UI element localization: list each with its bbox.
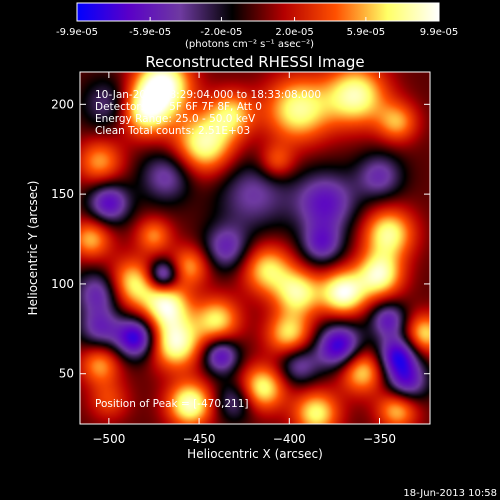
colorbar-tick-label: 2.0e-05 (275, 27, 313, 38)
y-tick-label: 150 (51, 187, 74, 201)
x-tick-label: −350 (363, 432, 396, 446)
colorbar-tick-label: -5.9e-05 (129, 27, 171, 38)
x-tick-label: −500 (92, 432, 125, 446)
colorbar-ticks: -9.9e-05 -5.9e-05 -2.0e-05 2.0e-05 5.9e-05 9.… (56, 17, 458, 38)
footer-date: 18-Jun-2013 10:58 (403, 488, 497, 499)
x-tick-label: −400 (273, 432, 306, 446)
x-axis-label: Heliocentric X (arcsec) (187, 447, 323, 461)
y-axis-label: Heliocentric Y (arcsec) (26, 181, 40, 316)
y-axis-ticks: 50 100 150 200 (51, 97, 430, 381)
colorbar-tick-label: -9.9e-05 (56, 27, 98, 38)
annotation-time-range: 10-Jan-2004 18:29:04.000 to 18:33:08.000 (95, 89, 321, 101)
y-tick-label: 100 (51, 277, 74, 291)
colorbar-tick-label: 5.9e-05 (347, 27, 385, 38)
y-tick-label: 50 (59, 367, 74, 381)
x-tick-label: −450 (183, 432, 216, 446)
y-tick-label: 200 (51, 97, 74, 111)
annotation-total-counts: Clean Total counts: 2.51E+03 (95, 125, 250, 137)
colorbar-tick-label: -2.0e-05 (200, 27, 242, 38)
annotation-detectors: Detectors: 4F 5F 6F 7F 8F, Att 0 (95, 101, 262, 113)
chart-title: Reconstructed RHESSI Image (145, 53, 365, 71)
heatmap-image (80, 72, 430, 424)
annotation-energy-range: Energy Range: 25.0 - 50.0 keV (95, 113, 256, 125)
colorbar-units: (photons cm⁻² s⁻¹ asec⁻²) (185, 39, 315, 50)
x-axis-ticks: −500 −450 −400 −350 (92, 72, 396, 446)
colorbar-tick-label: 9.9e-05 (420, 27, 458, 38)
colorbar (76, 2, 440, 22)
annotation-peak-position: Position of Peak = [-470,211] (95, 398, 249, 410)
plot-frame (79, 71, 431, 425)
